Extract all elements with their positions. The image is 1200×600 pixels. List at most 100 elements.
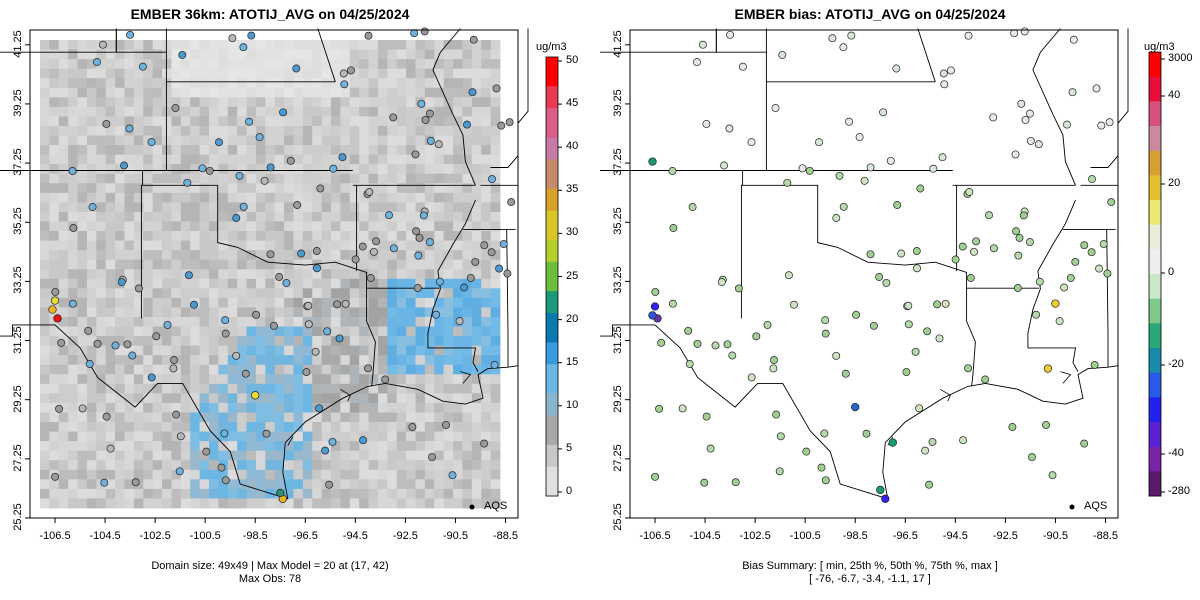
grid-cell [377, 78, 388, 89]
grid-cell [284, 68, 294, 79]
grid-cell [152, 336, 163, 347]
grid-cell [453, 164, 463, 175]
grid-cell [387, 479, 398, 490]
grid-cell [227, 412, 238, 423]
grid-cell [490, 278, 501, 289]
grid-cell [284, 145, 294, 156]
grid-cell [453, 250, 463, 261]
grid-cell [490, 412, 501, 423]
grid-cell [255, 211, 266, 222]
grid-cell [40, 307, 50, 318]
grid-cell [415, 469, 426, 480]
grid-cell [171, 460, 182, 471]
grid-cell [443, 307, 454, 318]
grid-cell [208, 498, 219, 509]
grid-cell [86, 173, 97, 184]
grid-cell [105, 316, 116, 327]
grid-cell [133, 154, 144, 165]
grid-cell [349, 202, 360, 213]
grid-cell [218, 278, 229, 289]
grid-cell [424, 316, 435, 327]
grid-cell [415, 173, 426, 184]
grid-cell [284, 307, 294, 318]
grid-cell [218, 135, 229, 146]
colorbar-tick-label: 20 [566, 312, 579, 325]
grid-cell [218, 49, 229, 60]
grid-cell [321, 355, 332, 366]
border-outline [600, 324, 1119, 500]
grid-cell [462, 355, 473, 366]
grid-cell [265, 211, 276, 222]
station-marker [499, 240, 508, 249]
grid-cell [321, 40, 332, 50]
colorbar-segment [1149, 341, 1161, 349]
grid-cell [77, 49, 88, 60]
grid-cell [387, 422, 398, 432]
grid-cell [40, 345, 50, 356]
grid-cell [424, 364, 435, 375]
bias-marker [832, 351, 841, 360]
grid-cell [462, 183, 473, 194]
bias-marker [1042, 420, 1050, 429]
colorbar-segment [546, 239, 558, 248]
grid-cell [58, 278, 69, 289]
colorbar-segment [1149, 101, 1161, 108]
grid-cell [396, 49, 407, 60]
grid-cell [340, 383, 351, 394]
grid-cell [471, 145, 482, 156]
grid-cell [377, 192, 388, 203]
bias-marker [702, 412, 711, 421]
grid-cell [171, 221, 182, 232]
grid-cell [462, 145, 473, 156]
grid-cell [443, 183, 454, 194]
grid-cell [96, 278, 107, 289]
grid-cell [406, 173, 416, 184]
grid-cell [96, 221, 107, 232]
grid-cell [227, 288, 238, 299]
grid-cell [208, 78, 219, 89]
grid-cell [171, 345, 182, 356]
grid-cell [152, 316, 163, 327]
grid-cell [58, 116, 69, 127]
grid-cell [143, 106, 154, 117]
grid-cell [293, 336, 304, 347]
grid-cell [443, 336, 454, 347]
grid-cell [218, 364, 229, 375]
bias-marker [752, 332, 761, 341]
grid-cell [105, 412, 116, 423]
colorbar-segment [546, 474, 558, 482]
grid-cell [490, 479, 501, 490]
station-marker [304, 320, 313, 329]
grid-cell [218, 68, 229, 79]
grid-cell [302, 441, 313, 452]
bias-marker [1066, 273, 1075, 282]
grid-cell [462, 87, 473, 98]
grid-cell [453, 59, 463, 70]
grid-cell [321, 316, 332, 327]
grid-cell [199, 288, 210, 299]
grid-cell [58, 402, 69, 413]
station-marker [313, 264, 321, 273]
grid-cell [481, 106, 492, 117]
grid-cell [227, 259, 238, 270]
grid-cell [190, 116, 200, 127]
grid-cell [321, 59, 332, 70]
grid-cell [162, 240, 172, 251]
grid-cell [77, 231, 88, 241]
grid-cell [124, 498, 135, 509]
grid-cell [312, 269, 323, 280]
grid-cell [227, 431, 238, 442]
grid-cell [434, 68, 445, 79]
station-marker [323, 327, 332, 336]
grid-cell [377, 173, 388, 184]
grid-cell [68, 345, 78, 356]
grid-cell [284, 259, 294, 270]
grid-cell [359, 488, 369, 499]
grid-cell [115, 288, 125, 299]
border-ne_ia [917, 28, 936, 82]
grid-cell [359, 460, 369, 471]
grid-cell [396, 183, 407, 194]
grid-cell [331, 460, 341, 471]
grid-cell [68, 278, 78, 289]
station-marker [488, 175, 496, 184]
